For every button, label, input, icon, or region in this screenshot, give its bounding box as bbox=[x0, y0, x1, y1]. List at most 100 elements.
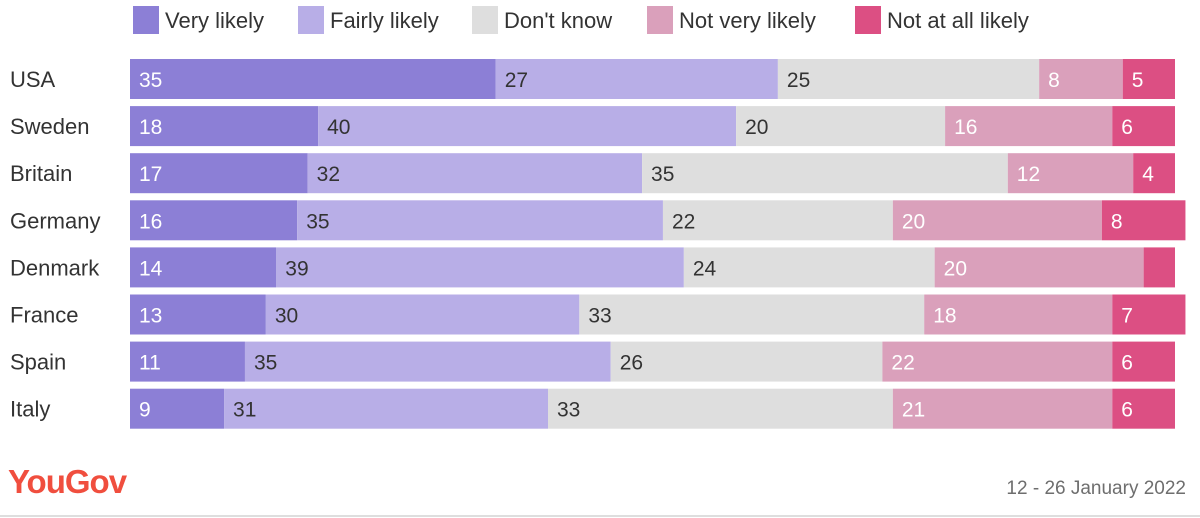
bar-label-italy-very-likely: 9 bbox=[139, 399, 151, 422]
bar-label-germany-not-very-likely: 20 bbox=[902, 210, 925, 233]
bar-segment-sweden-not-very-likely bbox=[945, 106, 1113, 147]
legend-label-very-likely: Very likely bbox=[165, 8, 264, 33]
bar-segment-spain-fairly-likely bbox=[244, 341, 611, 382]
bar-segment-usa-don-t-know bbox=[777, 59, 1040, 99]
chart-legend: Very likely Fairly likely Don't know Not ve… bbox=[133, 6, 1029, 34]
country-label-denmark: Denmark bbox=[10, 255, 100, 280]
country-label-italy: Italy bbox=[10, 397, 50, 422]
bar-label-sweden-not-at-all-likely: 6 bbox=[1121, 116, 1133, 139]
bar-segment-france-very-likely bbox=[130, 294, 266, 335]
bar-label-france-fairly-likely: 30 bbox=[275, 305, 298, 328]
bar-label-britain-not-at-all-likely: 4 bbox=[1142, 163, 1154, 186]
bar-row-germany: Germany 16 35 22 20 8 bbox=[10, 200, 1186, 241]
bar-label-france-don-t-know: 33 bbox=[588, 305, 611, 328]
bar-segment-denmark-don-t-know bbox=[683, 247, 935, 288]
bar-segment-denmark-not-at-all-likely bbox=[1143, 247, 1175, 288]
bar-row-denmark: Denmark 14 39 24 20 bbox=[10, 247, 1175, 288]
bar-segment-denmark-very-likely bbox=[130, 247, 277, 288]
bar-row-france: France 13 30 33 18 7 bbox=[10, 294, 1186, 335]
legend-label-not-very-likely: Not very likely bbox=[679, 8, 816, 33]
survey-date: 12 - 26 January 2022 bbox=[1006, 478, 1186, 499]
bar-label-britain-very-likely: 17 bbox=[139, 163, 162, 186]
bar-label-sweden-fairly-likely: 40 bbox=[327, 116, 350, 139]
bar-segment-germany-not-very-likely bbox=[892, 200, 1102, 241]
bar-label-denmark-not-very-likely: 20 bbox=[944, 257, 967, 280]
bar-segment-sweden-not-at-all-likely bbox=[1112, 106, 1175, 147]
bar-label-spain-don-t-know: 26 bbox=[620, 352, 643, 375]
bar-label-spain-not-very-likely: 22 bbox=[891, 352, 914, 375]
bar-segment-italy-fairly-likely bbox=[224, 388, 549, 429]
bar-segment-sweden-don-t-know bbox=[736, 106, 946, 147]
bar-segment-britain-fairly-likely bbox=[307, 153, 643, 194]
bar-label-italy-not-at-all-likely: 6 bbox=[1121, 399, 1133, 422]
bar-row-usa: USA 35 27 25 8 5 bbox=[10, 59, 1175, 99]
country-label-britain: Britain bbox=[10, 161, 72, 186]
bar-label-italy-not-very-likely: 21 bbox=[902, 399, 925, 422]
chart-footer: YouGov 12 - 26 January 2022 bbox=[8, 463, 1186, 500]
bar-row-sweden: Sweden 18 40 20 16 6 bbox=[10, 106, 1175, 147]
country-label-germany: Germany bbox=[10, 208, 100, 233]
bar-label-usa-fairly-likely: 27 bbox=[505, 69, 528, 92]
legend-swatch-not-at-all-likely bbox=[855, 6, 881, 34]
country-label-usa: USA bbox=[10, 67, 56, 92]
bar-segment-britain-not-at-all-likely bbox=[1133, 153, 1175, 194]
bar-segment-britain-not-very-likely bbox=[1007, 153, 1134, 194]
bar-segment-spain-don-t-know bbox=[610, 341, 883, 382]
country-label-sweden: Sweden bbox=[10, 114, 90, 139]
legend-label-fairly-likely: Fairly likely bbox=[330, 8, 439, 33]
legend-swatch-not-very-likely bbox=[647, 6, 673, 34]
bar-label-sweden-not-very-likely: 16 bbox=[954, 116, 977, 139]
bar-segment-italy-not-very-likely bbox=[892, 388, 1113, 429]
bar-label-spain-fairly-likely: 35 bbox=[254, 352, 277, 375]
bar-segment-usa-not-very-likely bbox=[1039, 59, 1123, 99]
bar-label-italy-don-t-know: 33 bbox=[557, 399, 580, 422]
bar-label-germany-very-likely: 16 bbox=[139, 210, 162, 233]
bar-label-denmark-fairly-likely: 39 bbox=[285, 257, 308, 280]
bar-segment-denmark-not-very-likely bbox=[934, 247, 1144, 288]
bar-row-italy: Italy 9 31 33 21 6 bbox=[10, 388, 1175, 429]
bar-label-usa-very-likely: 35 bbox=[139, 69, 162, 92]
bar-label-usa-don-t-know: 25 bbox=[787, 69, 810, 92]
bar-label-italy-fairly-likely: 31 bbox=[233, 399, 256, 422]
legend-label-don-t-know: Don't know bbox=[504, 8, 612, 33]
bar-label-sweden-very-likely: 18 bbox=[139, 116, 162, 139]
bar-segment-usa-fairly-likely bbox=[495, 59, 778, 99]
bar-label-usa-not-at-all-likely: 5 bbox=[1132, 69, 1144, 92]
bar-segment-usa-not-at-all-likely bbox=[1122, 59, 1175, 99]
bar-label-spain-very-likely: 11 bbox=[139, 352, 161, 375]
bar-segment-italy-very-likely bbox=[130, 388, 225, 429]
bar-label-denmark-don-t-know: 24 bbox=[693, 257, 717, 280]
bar-segment-spain-not-very-likely bbox=[882, 341, 1113, 382]
bar-segment-usa-very-likely bbox=[130, 59, 496, 99]
bar-segment-italy-not-at-all-likely bbox=[1112, 388, 1175, 429]
bar-label-spain-not-at-all-likely: 6 bbox=[1121, 352, 1133, 375]
bar-segment-sweden-fairly-likely bbox=[318, 106, 737, 147]
bar-segment-germany-fairly-likely bbox=[297, 200, 663, 241]
bar-segment-germany-not-at-all-likely bbox=[1101, 200, 1186, 241]
bar-segment-britain-very-likely bbox=[130, 153, 308, 194]
bar-segment-spain-very-likely bbox=[130, 341, 245, 382]
bar-label-germany-fairly-likely: 35 bbox=[306, 210, 329, 233]
bar-segment-britain-don-t-know bbox=[642, 153, 1008, 194]
legend-swatch-fairly-likely bbox=[298, 6, 324, 34]
bar-label-france-not-at-all-likely: 7 bbox=[1121, 305, 1133, 328]
bar-segment-spain-not-at-all-likely bbox=[1112, 341, 1175, 382]
bar-segment-france-not-very-likely bbox=[924, 294, 1113, 335]
bar-label-britain-fairly-likely: 32 bbox=[317, 163, 340, 186]
bar-label-denmark-very-likely: 14 bbox=[139, 257, 163, 280]
legend-swatch-don-t-know bbox=[472, 6, 498, 34]
bar-segment-italy-don-t-know bbox=[548, 388, 893, 429]
bar-segment-france-don-t-know bbox=[579, 294, 925, 335]
chart-rows: USA 35 27 25 8 5 Sweden 18 40 20 16 6 Britain 17 32 35 1… bbox=[10, 59, 1186, 429]
legend-label-not-at-all-likely: Not at all likely bbox=[887, 8, 1029, 33]
country-label-spain: Spain bbox=[10, 350, 66, 375]
bar-segment-sweden-very-likely bbox=[130, 106, 319, 147]
bar-label-sweden-don-t-know: 20 bbox=[745, 116, 768, 139]
bar-segment-france-fairly-likely bbox=[265, 294, 580, 335]
bar-row-britain: Britain 17 32 35 12 4 bbox=[10, 153, 1175, 194]
bar-label-britain-don-t-know: 35 bbox=[651, 163, 674, 186]
legend-swatch-very-likely bbox=[133, 6, 159, 34]
bar-segment-germany-very-likely bbox=[130, 200, 298, 241]
bar-label-germany-not-at-all-likely: 8 bbox=[1111, 210, 1123, 233]
